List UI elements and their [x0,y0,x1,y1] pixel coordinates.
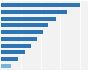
Bar [1,64,11,68]
Bar [1,17,56,21]
Bar [1,3,80,7]
Bar [1,44,31,48]
Bar [1,50,25,54]
Bar [1,57,18,61]
Bar [1,23,48,27]
Bar [1,30,43,34]
Bar [1,10,67,14]
Bar [1,37,37,41]
